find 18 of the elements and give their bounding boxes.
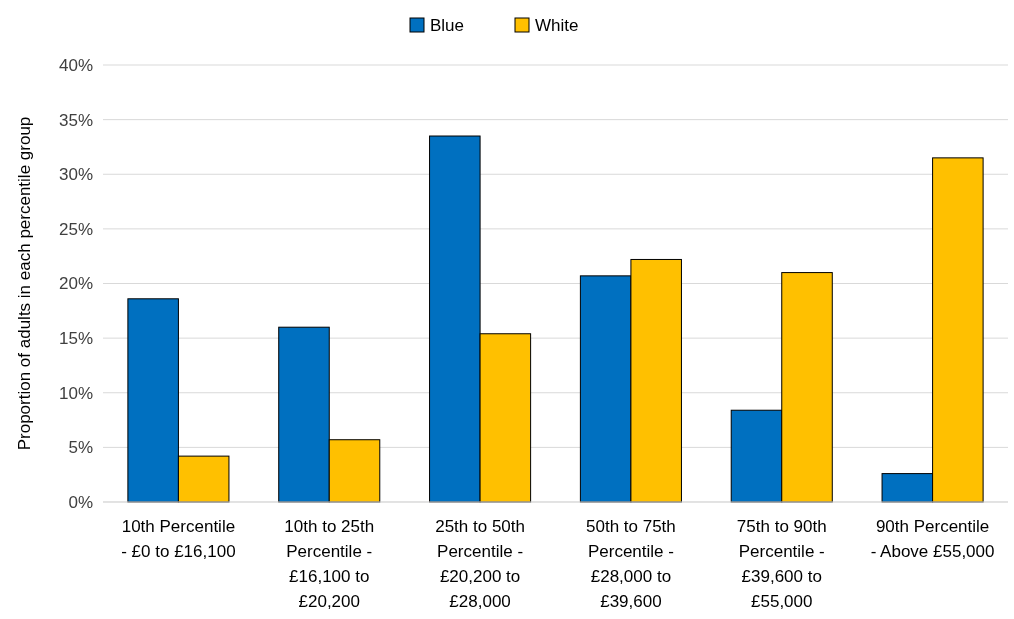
y-tick-label: 15% [58, 329, 93, 349]
legend-label: White [535, 15, 579, 35]
y-tick-label: 35% [58, 110, 93, 130]
x-tick-label: 75th to 90th Percentile - £39,600 to £55,000 [736, 517, 827, 611]
y-tick-label: 0% [68, 492, 93, 512]
x-tick-label: 10th to 25th Percentile - £16,100 to £20,200 [284, 517, 375, 611]
legend-label: Blue [430, 15, 465, 35]
y-tick-label: 5% [68, 438, 93, 458]
y-tick-label: 40% [58, 55, 93, 75]
x-tick-label: 50th to 75th Percentile - £28,000 to £39,600 [586, 517, 676, 611]
y-tick-label: 30% [58, 165, 93, 185]
x-tick-label: 25th to 50th Percentile - £20,200 to £28,000 [435, 517, 525, 611]
x-tick-label: 10th Percentile - £0 to £16,100 [121, 517, 236, 561]
y-axis-title: Proportion of adults in each percentile group [15, 116, 34, 451]
y-tick-label: 25% [58, 219, 93, 239]
y-tick-label: 10% [58, 383, 93, 403]
y-tick-label: 20% [58, 274, 93, 294]
x-tick-label: 90th Percentile - Above £55,000 [870, 517, 995, 561]
